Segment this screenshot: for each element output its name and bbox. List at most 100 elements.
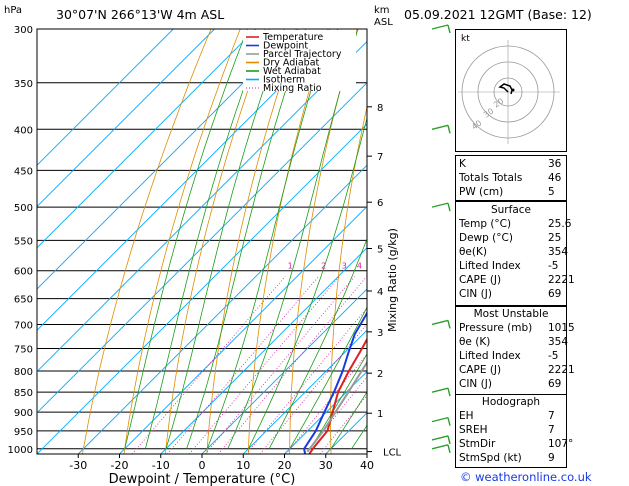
- hodograph-trace: [498, 83, 513, 95]
- surface-label: Lifted Index: [459, 260, 521, 272]
- wind-barb-flag: [447, 125, 451, 134]
- index-label: K: [459, 158, 466, 170]
- legend-entry: Wet Adiabat: [263, 66, 321, 77]
- wind-barbs: [431, 24, 451, 453]
- dry-adiabat-line: [206, 29, 300, 454]
- isotherm-line: [201, 288, 367, 454]
- mu-label: CAPE (J): [459, 364, 502, 376]
- wind-barb-flag: [447, 24, 451, 34]
- x-tick-label: -20: [111, 459, 129, 472]
- dry-adiabat-line: [330, 105, 367, 454]
- dry-adiabat-line: [616, 29, 629, 454]
- legend-background: [243, 30, 356, 91]
- dry-adiabat-line: [165, 29, 270, 454]
- km-unit-label: km: [374, 5, 390, 16]
- surface-value: 25.6: [548, 218, 572, 230]
- pressure-tick-label: 350: [14, 79, 33, 90]
- x-tick-label: 40: [360, 459, 374, 472]
- wind-barb: [431, 24, 451, 34]
- altitude-tick-label: 3: [377, 328, 383, 339]
- pressure-tick-label: 600: [14, 267, 33, 278]
- surface-value: 69: [548, 288, 562, 300]
- wind-barb: [431, 387, 451, 397]
- wind-barb-staff: [431, 24, 449, 30]
- index-label: PW (cm): [459, 186, 504, 198]
- series-parcel-trajectory: [306, 360, 367, 453]
- mixing-ratio-line: [217, 276, 367, 454]
- surface-value: 25: [548, 232, 562, 244]
- asl-unit-label: ASL: [374, 17, 393, 28]
- mu-label: θe (K): [459, 336, 491, 348]
- altitude-tick-label: LCL: [383, 448, 402, 459]
- isotherm-line: [284, 370, 367, 454]
- surface-label: θe(K): [459, 246, 487, 258]
- hodo-value: 7: [548, 424, 555, 436]
- wind-barb-flag: [447, 417, 451, 426]
- hodograph-panel: kt 20 30 40: [455, 29, 567, 152]
- isotherm-line: [119, 205, 367, 454]
- wind-barb: [431, 444, 451, 453]
- pressure-tick-label: 500: [14, 203, 33, 214]
- mixing-ratio-line: [167, 276, 320, 454]
- legend-entry: Isotherm: [263, 75, 305, 86]
- surface-title: Surface: [490, 204, 531, 216]
- most-unstable-panel: Most Unstable Pressure (mb) 1015 θe (K) 35…: [455, 306, 575, 395]
- hodo-label: SREH: [459, 424, 488, 436]
- mu-value: 2221: [548, 364, 575, 376]
- legend-entry: Mixing Ratio: [263, 83, 322, 94]
- surface-label: CAPE (J): [459, 274, 502, 286]
- altitude-tick-label: 7: [377, 152, 383, 163]
- mixing-ratio-label: 5: [369, 262, 374, 271]
- dry-adiabat-line: [247, 29, 329, 454]
- storm-motion-marker: [511, 88, 515, 92]
- wet-adiabat-line: [165, 29, 285, 449]
- pressure-tick-label: 550: [14, 236, 33, 247]
- isotherm-line: [37, 82, 367, 414]
- mixing-ratio-label: 1: [288, 262, 293, 271]
- surface-label: Dewp (°C): [459, 232, 513, 244]
- mixing-ratio-axis-label: Mixing Ratio (g/kg): [386, 228, 399, 332]
- mu-label: Lifted Index: [459, 350, 521, 362]
- series-dewpoint: [303, 310, 367, 454]
- wind-barb: [431, 124, 451, 134]
- hodo-value: 107°: [548, 438, 574, 450]
- isotherm-line: [37, 29, 339, 331]
- mixing-ratio-line: [259, 323, 367, 454]
- isotherm-line: [37, 29, 257, 249]
- pressure-tick-label: 750: [14, 344, 33, 355]
- surface-value: 2221: [548, 274, 575, 286]
- isotherm-line: [37, 29, 298, 290]
- mixing-ratio-label: 4: [357, 262, 362, 271]
- altitude-tick-label: 8: [377, 103, 383, 114]
- hodo-label: StmSpd (kt): [459, 452, 522, 464]
- hodograph-ring-label-20: 20: [492, 96, 506, 109]
- dry-adiabat-line: [123, 29, 241, 454]
- altitude-tick-label: 2: [377, 369, 383, 380]
- hodograph-unit-label: kt: [461, 34, 470, 44]
- mu-value: 69: [548, 378, 562, 390]
- pressure-tick-label: 1000: [8, 445, 33, 456]
- mixing-ratio-label: 15: [430, 262, 440, 271]
- isotherm-line: [37, 40, 367, 373]
- x-tick-label: -10: [152, 459, 170, 472]
- wind-barb-flag: [447, 435, 451, 445]
- index-value: 36: [548, 158, 562, 170]
- wet-adiabat-line: [268, 237, 367, 449]
- dry-adiabat-line: [584, 29, 621, 454]
- most-unstable-title: Most Unstable: [473, 308, 549, 320]
- copyright-footer: © weatheronline.co.uk: [460, 470, 592, 484]
- isotherm-line: [37, 29, 174, 166]
- wind-barb: [431, 416, 451, 426]
- hodo-value: 7: [548, 410, 555, 422]
- hodo-value: 9: [548, 452, 555, 464]
- mu-value: 354: [548, 336, 569, 348]
- wind-barb-staff: [431, 387, 449, 393]
- pressure-tick-label: 450: [14, 166, 33, 177]
- wind-barb-flag: [447, 320, 451, 329]
- pressure-tick-label: 950: [14, 427, 33, 438]
- wind-barb: [431, 319, 451, 329]
- location-title: 30°07'N 266°13'W 4m ASL: [56, 7, 225, 22]
- dry-adiabat-line: [82, 29, 212, 454]
